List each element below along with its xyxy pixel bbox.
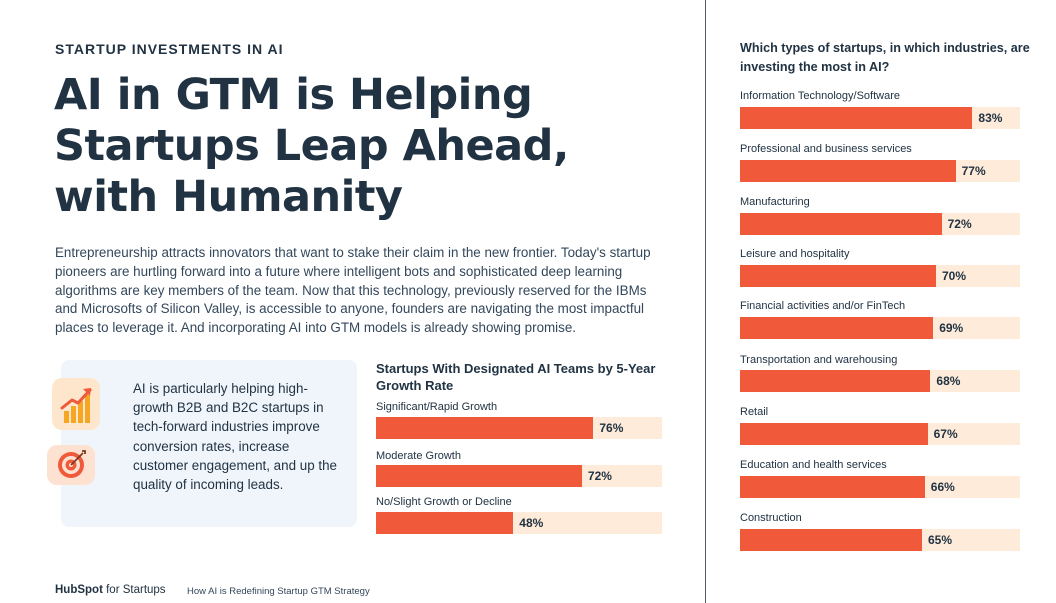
industry-chart-bar	[740, 370, 931, 392]
growth-chart-category-label: Moderate Growth	[376, 450, 461, 462]
industry-chart-category-label: Construction	[740, 512, 802, 524]
section-eyebrow: STARTUP INVESTMENTS IN AI	[55, 41, 284, 57]
industry-chart-category-label: Education and health services	[740, 459, 887, 471]
growth-chart-bar	[376, 512, 514, 534]
growth-chart-category-label: Significant/Rapid Growth	[376, 401, 498, 413]
industry-chart-bar	[740, 265, 936, 287]
industry-chart-bar	[740, 160, 956, 182]
industry-chart-title: Which types of startups, in which indust…	[740, 41, 1030, 74]
growth-chart-bar-track: 72%	[376, 465, 662, 487]
industry-chart-data-label: 68%	[936, 374, 961, 388]
industry-chart-data-label: 65%	[928, 533, 953, 547]
growth-chart-category-label: No/Slight Growth or Decline	[376, 496, 512, 508]
industry-chart-bar-track: 66%	[740, 476, 1020, 498]
industry-chart-bar-track: 77%	[740, 160, 1020, 182]
callout-box	[61, 360, 357, 527]
industry-chart-category-label: Leisure and hospitality	[740, 248, 850, 260]
industry-chart-bar-track: 72%	[740, 213, 1020, 235]
growth-chart-data-label: 72%	[587, 469, 612, 483]
industry-chart-bar-track: 65%	[740, 529, 1020, 551]
growth-chart-bar-track: 48%	[376, 512, 662, 534]
page-title: AI in GTM is Helping Startups Leap Ahead…	[54, 70, 569, 222]
industry-chart-data-label: 83%	[978, 111, 1003, 125]
target-icon	[47, 445, 95, 485]
logo-suffix: for Startups	[106, 584, 166, 596]
industry-chart-bar-track: 67%	[740, 423, 1020, 445]
column-divider	[705, 0, 706, 603]
industry-chart-bar-track: 69%	[740, 317, 1020, 339]
growth-chart-icon	[52, 378, 100, 430]
hubspot-logo: HubSpot for Startups	[55, 584, 166, 596]
industry-chart-bar	[740, 213, 942, 235]
intro-paragraph: Entrepreneurship attracts innovators tha…	[55, 245, 651, 336]
industry-chart-data-label: 70%	[942, 269, 967, 283]
industry-chart-category-label: Transportation and warehousing	[740, 354, 898, 366]
industry-chart-category-label: Information Technology/Software	[740, 90, 900, 102]
footer-caption: How AI is Redefining Startup GTM Strateg…	[187, 586, 370, 597]
growth-chart-title: Startups With Designated AI Teams by 5-Y…	[376, 361, 656, 393]
industry-chart-bar	[740, 107, 973, 129]
industry-chart-bar	[740, 529, 922, 551]
industry-chart-data-label: 77%	[961, 164, 986, 178]
industry-chart-data-label: 67%	[933, 427, 958, 441]
growth-chart-data-label: 48%	[519, 516, 544, 530]
industry-chart-category-label: Professional and business services	[740, 143, 912, 155]
industry-chart-bar-track: 83%	[740, 107, 1020, 129]
industry-chart-category-label: Retail	[740, 406, 769, 418]
logo-brand: HubSpot	[55, 584, 103, 596]
industry-chart-bar-track: 70%	[740, 265, 1020, 287]
growth-chart-data-label: 76%	[599, 421, 624, 435]
growth-chart-bar	[376, 417, 594, 439]
industry-chart-bar	[740, 423, 928, 445]
callout-text: AI is particularly helping high-growth B…	[133, 381, 337, 493]
industry-chart-category-label: Financial activities and/or FinTech	[740, 300, 906, 312]
industry-chart-data-label: 69%	[939, 321, 964, 335]
industry-chart-data-label: 72%	[947, 217, 972, 231]
growth-chart-bar	[376, 465, 582, 487]
growth-chart-bar-track: 76%	[376, 417, 662, 439]
industry-chart-data-label: 66%	[930, 480, 955, 494]
industry-chart-bar	[740, 476, 925, 498]
industry-chart-bar-track: 68%	[740, 370, 1020, 392]
industry-chart-bar	[740, 317, 934, 339]
industry-chart-category-label: Manufacturing	[740, 196, 810, 208]
